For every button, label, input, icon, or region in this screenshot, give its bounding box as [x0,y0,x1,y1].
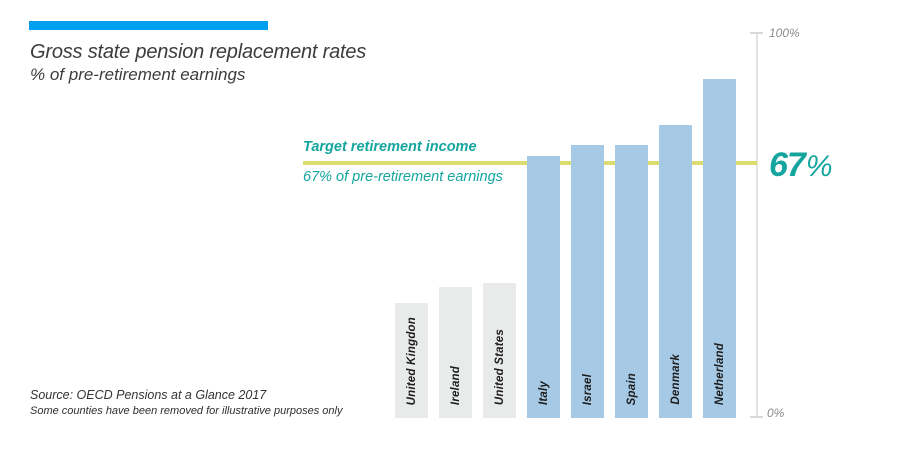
target-line-label: Target retirement income [303,139,477,155]
bar-label: Spain [625,372,638,405]
bar-label: Ireland [449,365,462,405]
source-line: Source: OECD Pensions at a Glance 2017 [30,388,267,402]
chart-title: Gross state pension replacement rates [30,41,367,63]
y-axis-tick-0 [750,416,763,418]
chart-bar: Ireland [439,287,472,418]
chart-bar: Italy [527,156,560,418]
chart-bar: Netherland [703,79,736,418]
bar-label: Italy [537,380,550,405]
chart-bar: Israel [571,144,604,418]
target-value-callout: 67% [769,148,833,184]
chart-bar: Denmark [659,125,692,418]
target-value-number: 67 [769,146,806,184]
bar-label: Israel [581,373,594,405]
bar-label: United Kingdon [405,316,418,405]
bar-series: United Kingdon Ireland United States Italy I… [0,33,900,418]
bar-label: Netherland [713,342,726,405]
y-axis-tick-100 [750,32,763,34]
y-axis-line [756,33,758,418]
accent-bar [29,21,268,30]
bar-label: United States [493,328,506,405]
chart-subtitle: % of pre-retirement earnings [30,65,246,84]
chart-bar: Spain [615,144,648,418]
chart-bar: United States [483,283,516,418]
disclaimer-line: Some counties have been removed for illu… [30,405,343,417]
y-axis-label-0: 0% [767,406,785,420]
target-value-percent-sign: % [805,150,833,183]
target-line-sublabel: 67% of pre-retirement earnings [303,169,503,185]
y-axis-label-100: 100% [769,26,800,40]
bar-label: Denmark [669,354,682,405]
chart-bar: United Kingdon [395,302,428,418]
